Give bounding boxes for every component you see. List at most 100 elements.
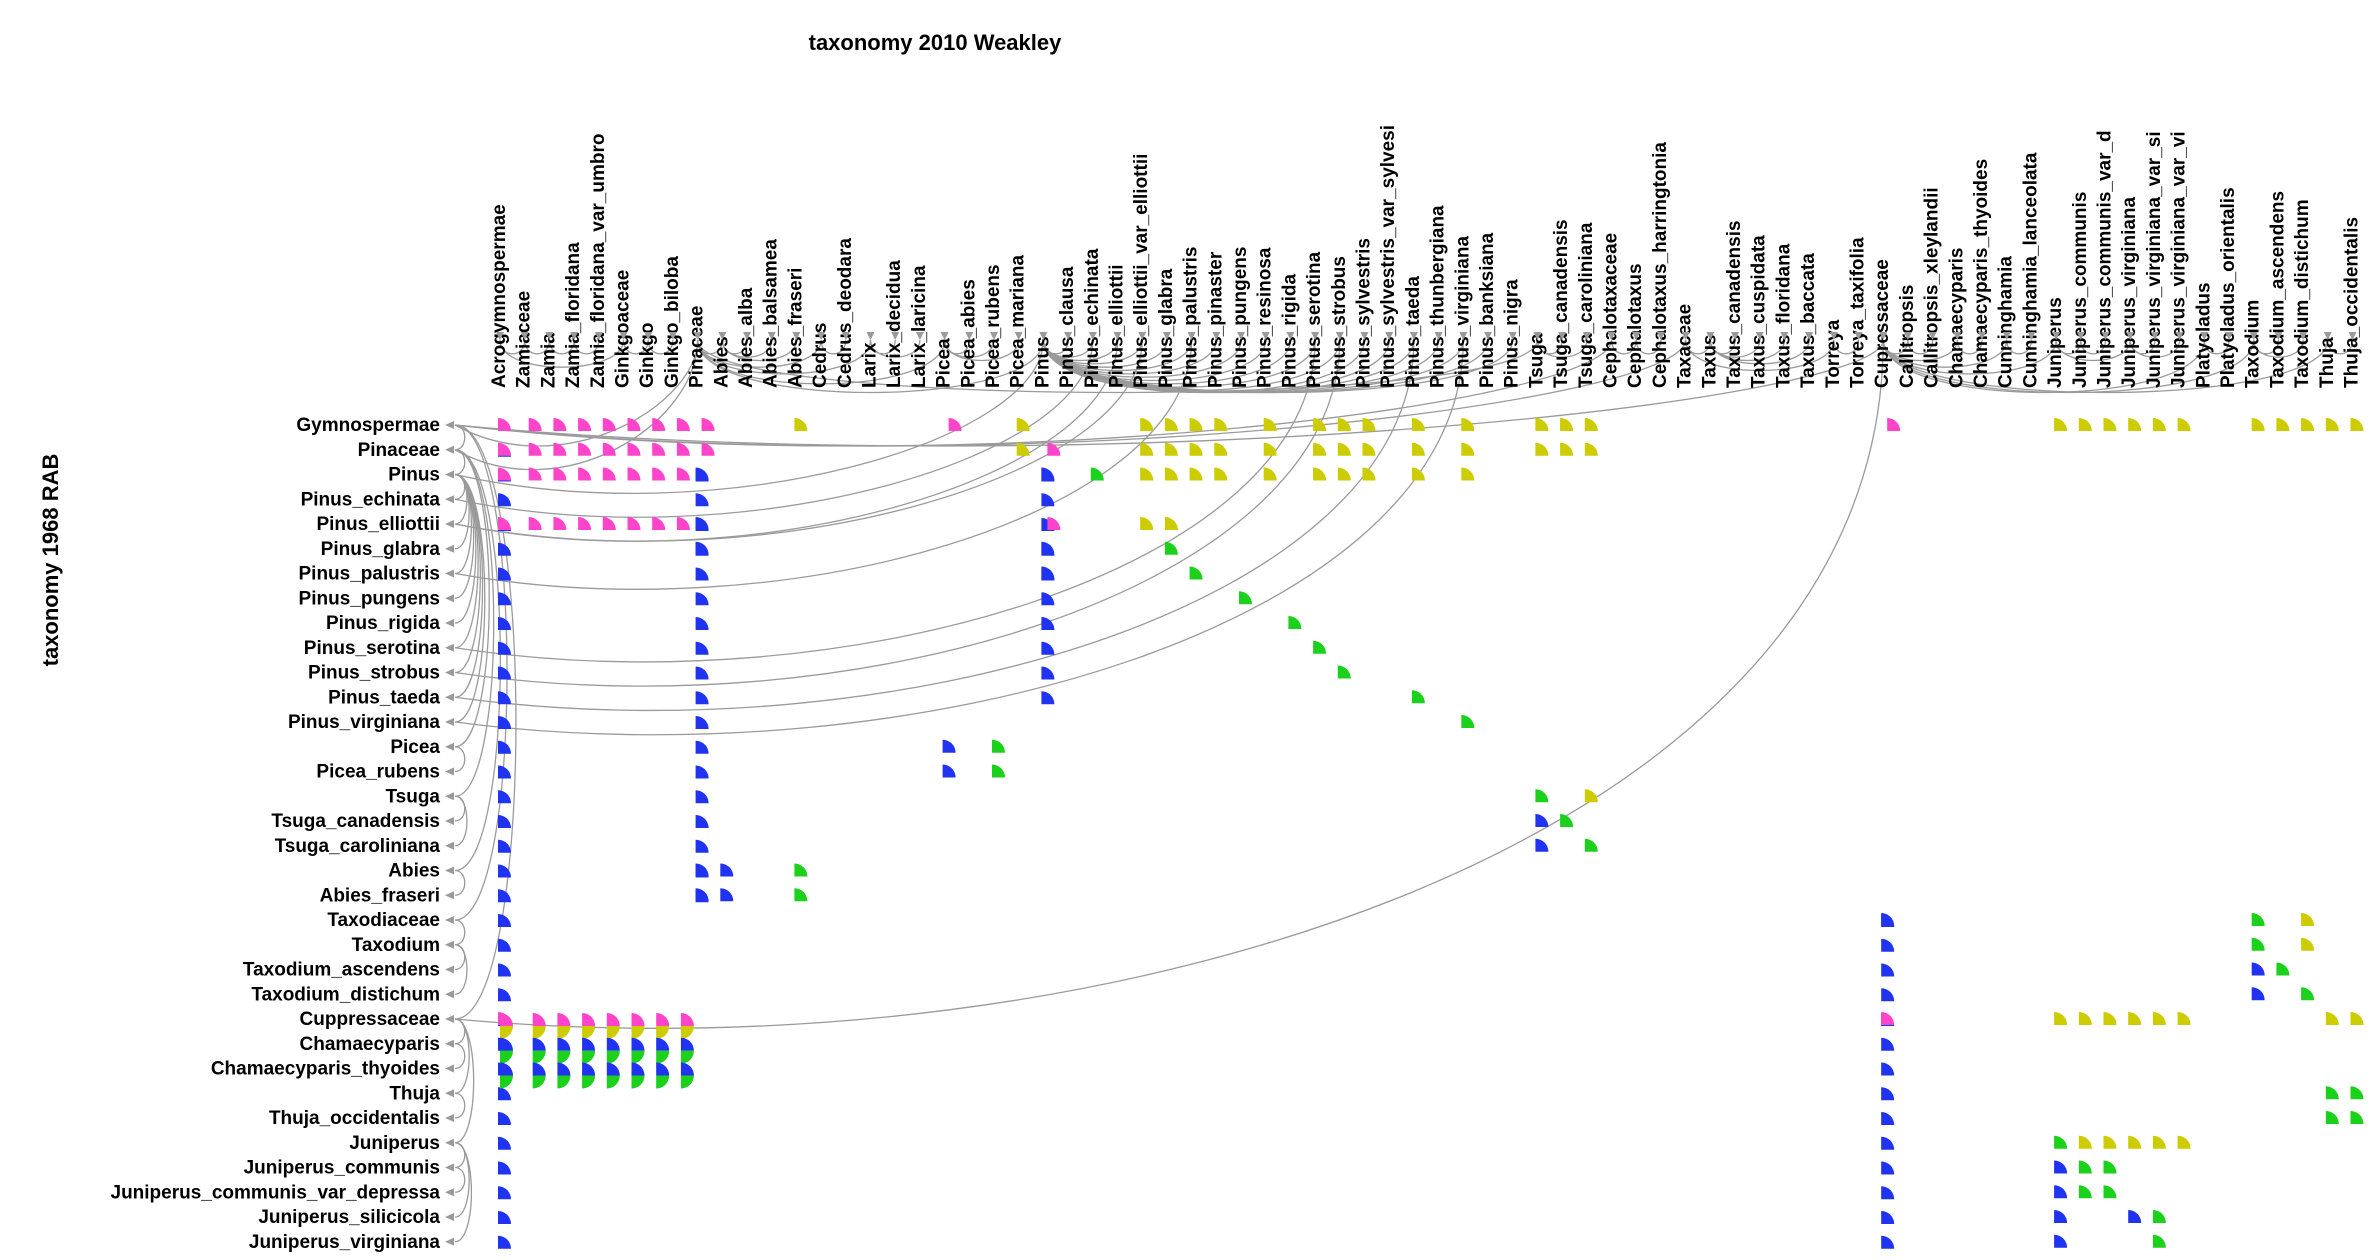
column-arrow-icon — [915, 332, 924, 340]
column-mark — [498, 493, 511, 507]
matrix-cell — [2103, 1160, 2117, 1174]
matrix-cell — [2128, 1210, 2142, 1223]
column-mark — [695, 839, 709, 853]
matrix-cell — [528, 467, 542, 481]
row-arrow-icon — [445, 643, 454, 652]
matrix-cell — [1411, 467, 1425, 481]
matrix-cell — [1337, 467, 1351, 481]
column-label: Picea_rubens — [983, 264, 1004, 388]
matrix-cell — [1041, 467, 1055, 481]
band-mark — [656, 1037, 670, 1051]
column-label: Pinus_strobus — [1329, 256, 1350, 388]
row-tree-edge — [454, 1166, 466, 1193]
column-arrow-icon — [1854, 332, 1863, 340]
column-tree-edge — [1882, 339, 2329, 394]
matrix-cell — [2325, 1012, 2339, 1025]
cross-link-edge — [454, 339, 1687, 447]
matrix-cell — [2152, 1234, 2166, 1248]
row-arrow-icon — [445, 891, 454, 900]
column-label: Cephalotaxus — [1625, 263, 1646, 388]
matrix-cell — [695, 517, 709, 530]
band-mark — [631, 1075, 645, 1089]
matrix-cell — [2152, 1012, 2166, 1025]
column-tree-edge — [524, 339, 551, 355]
top-title: taxonomy 2010 Weakley — [809, 30, 1062, 55]
column-mark — [498, 1161, 511, 1175]
column-label: Cephalotaxaceae — [1601, 233, 1622, 388]
column-label: Larix_laricina — [909, 265, 930, 388]
column-label: Taxodium — [2243, 300, 2264, 388]
row-arrow-icon — [445, 693, 454, 702]
column-mark — [498, 666, 511, 680]
column-label: Pinus_echinata — [1082, 248, 1103, 388]
column-arrow-icon — [2076, 332, 2085, 340]
row-arrow-icon — [445, 767, 454, 776]
row-label: Abies_fraseri — [320, 885, 440, 906]
column-mark — [1881, 1112, 1895, 1125]
matrix-cell — [2301, 913, 2315, 926]
matrix-cell — [676, 418, 690, 431]
matrix-cell — [992, 764, 1005, 778]
column-tree-edge — [696, 339, 946, 385]
column-arrow-icon — [1014, 332, 1023, 340]
column-mark — [1041, 592, 1055, 606]
column-mark — [1881, 1161, 1895, 1175]
column-label: Pinus_sylvestris — [1354, 238, 1375, 388]
row-arrow-icon — [445, 792, 454, 801]
row-label: Chamaecyparis — [300, 1034, 440, 1055]
column-arrow-icon — [1731, 332, 1739, 340]
matrix-cell — [676, 517, 690, 530]
column-arrow-icon — [1187, 332, 1196, 340]
column-label: Chamaecyparis — [1946, 248, 1967, 388]
row-arrow-icon — [445, 1237, 454, 1246]
column-arrow-icon — [2225, 332, 2233, 340]
column-mark — [498, 963, 511, 977]
matrix-cell — [553, 418, 567, 431]
matrix-cell — [794, 418, 808, 431]
band-mark — [631, 1026, 645, 1039]
matrix-cell — [676, 442, 690, 456]
row-arrow-icon — [445, 1213, 454, 1221]
column-arrow-icon — [1113, 332, 1122, 340]
column-arrow-icon — [2052, 332, 2061, 340]
row-label: Pinus_rigida — [326, 613, 440, 634]
column-mark — [1881, 1136, 1895, 1150]
matrix-cell — [2325, 1111, 2339, 1124]
band-mark — [606, 1062, 620, 1076]
column-arrow-icon — [1459, 332, 1468, 340]
column-arrow-icon — [1138, 332, 1147, 340]
row-label: Pinus_virginiana — [288, 712, 440, 733]
row-tree-edge — [454, 1092, 466, 1119]
column-mark — [695, 691, 709, 705]
matrix-cell — [1214, 442, 1228, 456]
matrix-cell — [1164, 467, 1178, 481]
column-mark — [1041, 666, 1055, 680]
matrix-cell — [652, 442, 666, 456]
matrix-cell — [948, 418, 962, 431]
column-arrow-icon — [594, 332, 603, 340]
matrix-cell — [2054, 1135, 2068, 1149]
row-arrow-icon — [445, 668, 454, 677]
row-label: Pinus_echinata — [301, 489, 441, 510]
matrix-cell — [2054, 1012, 2068, 1025]
row-tree-edge — [454, 1142, 470, 1218]
matrix-cell — [1535, 838, 1549, 852]
column-label: Cephalotaxus_harringtonia — [1650, 142, 1671, 388]
matrix-cell — [695, 863, 709, 877]
matrix-cell — [1047, 442, 1061, 456]
matrix-cell — [2350, 418, 2364, 431]
column-label: Zamiaceae — [514, 291, 535, 388]
column-label: Cunninghamia_lanceolata — [2020, 152, 2041, 388]
column-mark — [498, 641, 511, 655]
band-mark — [631, 1050, 645, 1064]
column-arrow-icon — [1755, 332, 1764, 340]
row-label: Taxodium_ascendens — [243, 960, 440, 981]
matrix-cell — [992, 739, 1005, 753]
band-mark — [532, 1050, 546, 1064]
matrix-cell — [1887, 418, 1901, 431]
column-arrow-icon — [1039, 332, 1048, 340]
row-label: Pinus_serotina — [304, 638, 441, 659]
row-arrow-icon — [445, 569, 454, 578]
column-tree-edge — [1042, 339, 1514, 394]
